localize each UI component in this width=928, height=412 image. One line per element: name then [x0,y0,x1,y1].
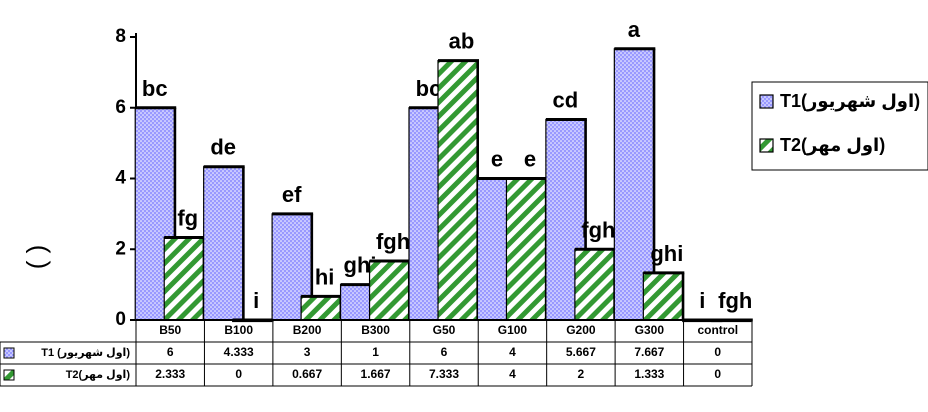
x-tick-label-G200: G200 [566,323,596,337]
data-label-B200-series-1: ef [282,182,302,207]
data-label-G200-series-2: fgh [581,217,615,242]
bar-G200-series-2 [574,248,615,321]
data-label-B50-series-1: bc [142,76,168,101]
data-label-B100-series-2: i [253,288,259,313]
table-cell-B100-series-2: 0 [235,367,242,381]
legend-box [751,81,928,171]
bar-B50-series-2 [163,236,204,321]
bar-G50-series-2 [437,59,478,321]
legend-swatch-series-2 [759,138,774,153]
table-cell-control-series-2: 0 [714,367,721,381]
data-label-G50-series-2: ab [449,29,475,54]
data-label-B300-series-2: fgh [376,229,410,254]
x-tick-label-B100: B100 [224,323,253,337]
data-label-G100-series-2: e [524,147,536,172]
table-cell-B200-series-2: 0.667 [292,367,322,381]
data-label-B50-series-2: fg [177,205,198,230]
data-label-control-series-1: i [699,288,705,313]
x-tick-label-B50: B50 [159,323,181,337]
y-tick-label-6: 6 [115,97,126,118]
table-cell-G50-series-1: 6 [441,345,448,359]
x-tick-label-G300: G300 [635,323,665,337]
table-cell-B50-series-2: 2.333 [155,367,185,381]
table-cell-G100-series-1: 4 [509,345,516,359]
legend: T1(اول شهریور) T2(اول مهر) [751,81,928,171]
table-cell-B100-series-1: 4.333 [224,345,254,359]
data-label-control-series-2: fgh [718,288,752,313]
table-cell-B200-series-1: 3 [304,345,311,359]
table-cell-control-series-1: 0 [714,345,721,359]
data-label-G300-series-2: ghi [650,241,683,266]
x-tick-label-B300: B300 [361,323,390,337]
table-key-swatch-series-2 [3,369,15,381]
data-label-G200-series-1: cd [553,88,579,113]
table-cell-G200-series-1: 5.667 [566,345,596,359]
table-row-label-series-2: T2(اول مهر) [66,369,131,381]
table-row-label-series-1: T1 (اول شهریور) [41,347,130,359]
table-cell-G300-series-2: 1.333 [634,367,664,381]
data-label-G100-series-1: e [491,147,503,172]
legend-entry-series-1: T1(اول شهریور) [780,91,920,112]
x-tick-label-G100: G100 [498,323,528,337]
bar-G300-series-2 [642,272,683,321]
legend-swatch-series-1 [759,94,774,109]
legend-entry-series-2: T2(اول مهر) [780,135,885,156]
x-tick-label-B200: B200 [293,323,322,337]
bar-B300-series-2 [368,260,410,321]
data-label-B100-series-1: de [210,135,236,160]
y-tick-label-8: 8 [115,26,126,47]
table-cell-B300-series-1: 1 [372,345,379,359]
data-label-B200-series-2: hi [315,264,335,289]
data-label-G300-series-1: a [628,17,641,42]
bar-B100-series-1 [203,166,244,321]
table-key-swatch-series-1 [3,347,15,359]
bar-B200-series-2 [300,295,341,321]
y-axis-title: ( ) [21,245,51,270]
table-cell-G100-series-2: 4 [509,367,516,381]
y-tick-label-0: 0 [115,309,126,330]
table-cell-B300-series-2: 1.667 [361,367,391,381]
data-table: B50 6 2.333 B100 4.333 0 B200 3 0.667 B300 1 1.667 G… [0,320,753,387]
x-tick-label-G50: G50 [433,323,456,337]
x-tick-label-control: control [697,323,738,337]
y-tick-label-4: 4 [115,168,126,189]
table-cell-B50-series-1: 6 [167,345,174,359]
bar-G100-series-2 [505,177,547,321]
table-cell-G200-series-2: 2 [578,367,585,381]
data-label-G50-series-1: bc [416,76,442,101]
y-tick-label-2: 2 [115,238,126,259]
table-cell-G300-series-1: 7.667 [634,345,664,359]
table-cell-G50-series-2: 7.333 [429,367,459,381]
